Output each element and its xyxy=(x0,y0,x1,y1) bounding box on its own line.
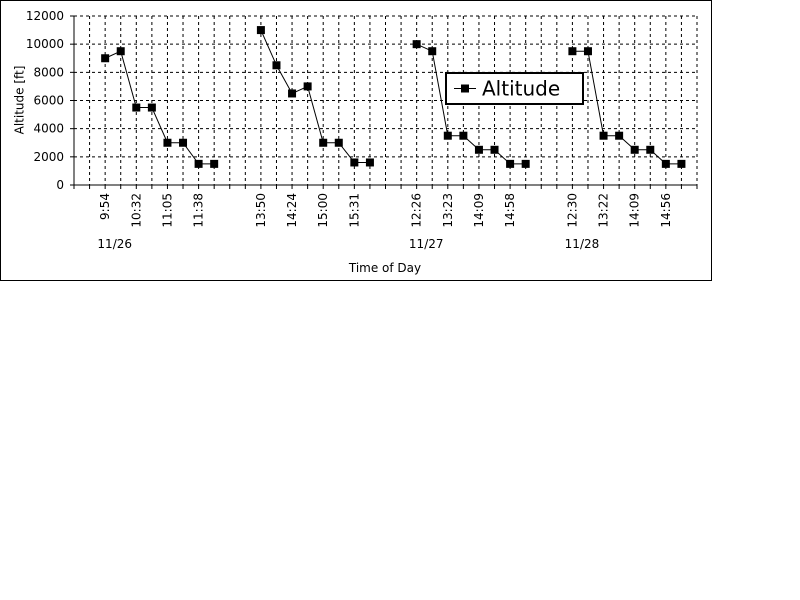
data-point xyxy=(583,47,592,56)
x-tick-label: 14:56 xyxy=(659,193,673,228)
x-tick-label: 15:31 xyxy=(347,193,361,228)
chart-border xyxy=(0,0,712,281)
data-point xyxy=(147,103,156,112)
data-point xyxy=(365,158,374,167)
data-point xyxy=(646,145,655,154)
data-point xyxy=(474,145,483,154)
data-point xyxy=(350,158,359,167)
data-point xyxy=(443,131,452,140)
x-tick-label: 13:22 xyxy=(597,193,611,228)
data-point xyxy=(428,47,437,56)
data-point xyxy=(116,47,125,56)
legend-marker xyxy=(461,84,469,93)
x-tick-label: 11:05 xyxy=(160,193,174,228)
x-tick-label: 14:09 xyxy=(628,193,642,228)
data-point xyxy=(256,26,265,35)
data-point xyxy=(101,54,110,63)
data-point xyxy=(319,138,328,147)
data-point xyxy=(568,47,577,56)
data-point xyxy=(412,40,421,49)
y-tick-label: 10000 xyxy=(26,37,64,51)
x-tick-label: 14:58 xyxy=(503,193,517,228)
x-tick-label: 15:00 xyxy=(316,193,330,228)
y-tick-label: 6000 xyxy=(33,94,64,108)
data-point xyxy=(615,131,624,140)
x-axis-label: Time of Day xyxy=(348,261,421,275)
y-tick-label: 2000 xyxy=(33,150,64,164)
x-tick-label: 12:30 xyxy=(565,193,579,228)
y-tick-label: 0 xyxy=(56,178,64,192)
x-tick-label: 12:26 xyxy=(410,193,424,228)
y-axis-label: Altitude [ft] xyxy=(13,66,27,135)
data-point xyxy=(599,131,608,140)
y-tick-label: 12000 xyxy=(26,9,64,23)
x-tick-label: 14:09 xyxy=(472,193,486,228)
data-point xyxy=(334,138,343,147)
data-point xyxy=(210,159,219,168)
y-tick-label: 8000 xyxy=(33,65,64,79)
x-tick-label: 9:54 xyxy=(98,193,112,220)
legend-label: Altitude xyxy=(482,77,560,101)
data-point xyxy=(272,61,281,70)
data-point xyxy=(521,159,530,168)
data-point xyxy=(506,159,515,168)
data-point xyxy=(630,145,639,154)
date-label: 11/27 xyxy=(409,237,444,251)
y-tick-label: 4000 xyxy=(33,122,64,136)
date-label: 11/26 xyxy=(97,237,132,251)
x-tick-label: 10:32 xyxy=(129,193,143,228)
x-tick-label: 11:38 xyxy=(192,193,206,228)
data-point xyxy=(163,138,172,147)
data-point xyxy=(179,138,188,147)
x-tick-label: 13:50 xyxy=(254,193,268,228)
data-point xyxy=(490,145,499,154)
data-point xyxy=(677,159,686,168)
data-point xyxy=(132,103,141,112)
x-tick-label: 13:23 xyxy=(441,193,455,228)
data-point xyxy=(303,82,312,91)
x-tick-label: 14:24 xyxy=(285,193,299,228)
date-label: 11/28 xyxy=(565,237,600,251)
data-point xyxy=(288,89,297,98)
data-point xyxy=(661,159,670,168)
data-point xyxy=(194,159,203,168)
data-point xyxy=(459,131,468,140)
